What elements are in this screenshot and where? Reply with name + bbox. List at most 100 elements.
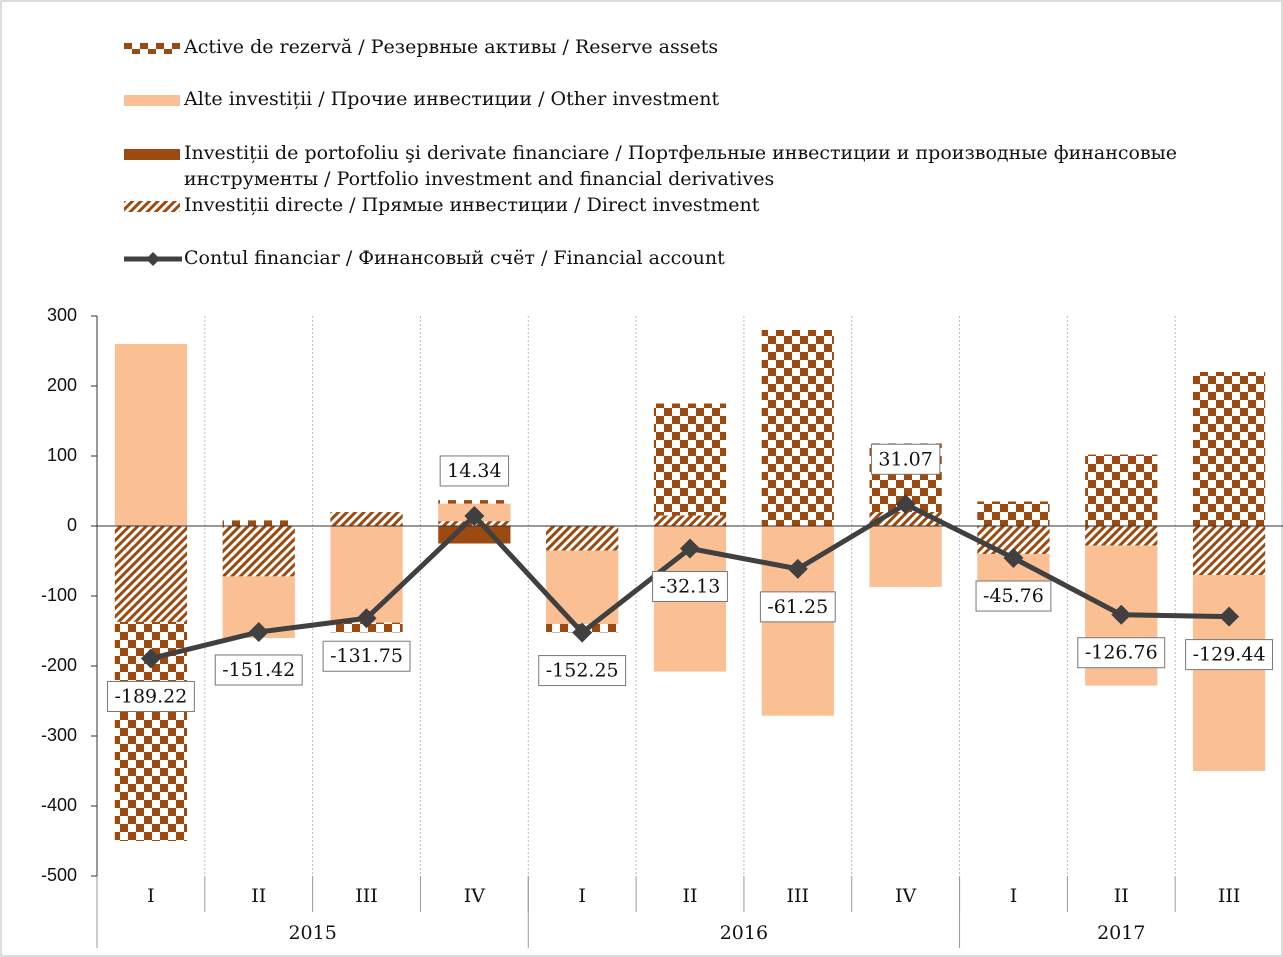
y-tick-label: -400 — [41, 795, 77, 815]
legend-patch — [124, 43, 180, 54]
legend-label: Investiții directe / Прямые инвестиции /… — [184, 194, 760, 216]
data-label-box — [652, 570, 728, 602]
group-label: 2017 — [1097, 922, 1145, 944]
bar-segment — [1192, 575, 1266, 771]
data-label-box — [759, 591, 836, 623]
data-label-box — [538, 655, 627, 687]
legend-item: Investiții directe / Прямые инвестиции /… — [124, 192, 759, 218]
group-label: 2016 — [720, 922, 768, 944]
data-label-group: -129.44 — [1185, 639, 1274, 671]
data-label-group: -151.42 — [214, 654, 303, 686]
data-label-group: -189.22 — [106, 680, 195, 712]
data-label-group: -131.75 — [322, 640, 411, 672]
point — [572, 622, 593, 643]
x-tick-label: IV — [464, 885, 486, 907]
bar-segment — [546, 526, 619, 551]
point — [140, 648, 161, 669]
x-tick-label: IV — [895, 885, 917, 907]
legend-patch — [124, 149, 180, 160]
y-tick-label: 0 — [67, 515, 77, 535]
data-label-box — [214, 654, 303, 686]
data-label-group: -32.13 — [652, 570, 728, 602]
bar-segment — [114, 344, 188, 526]
bar-segment — [761, 330, 834, 526]
data-label-group: -61.25 — [759, 591, 836, 623]
legend-patch — [124, 95, 180, 106]
x-tick-label: II — [682, 885, 697, 907]
legend-label: Contul financiar / Финансовый счёт / Fin… — [184, 247, 725, 269]
legend-patch — [124, 201, 180, 212]
bar-segment — [330, 526, 403, 623]
y-tick-label: -500 — [41, 865, 77, 885]
x-tick-label: I — [578, 885, 586, 907]
data-label: -45.76 — [983, 585, 1044, 607]
y-tick-label: 200 — [47, 375, 77, 395]
bar-segment — [438, 500, 511, 504]
x-tick-label: II — [1114, 885, 1129, 907]
y-tick-label: -100 — [41, 585, 77, 605]
point — [787, 558, 808, 579]
bar-segment — [1192, 526, 1266, 575]
data-label-box — [975, 580, 1052, 612]
x-tick-label: III — [1218, 885, 1241, 907]
legend-item: Active de rezervă / Резервные активы / R… — [124, 34, 718, 60]
bar-segment — [869, 526, 942, 587]
legend-item: Investiții de portofoliu şi derivate fin… — [124, 140, 1254, 192]
bar-segment — [1192, 372, 1266, 526]
bar-segment — [653, 515, 727, 526]
data-label-group: -126.76 — [1077, 637, 1166, 669]
data-label-box — [870, 443, 941, 475]
data-label-box — [322, 640, 411, 672]
bar-segment — [653, 403, 727, 516]
legend-swatch — [124, 43, 180, 54]
legend-swatch — [124, 252, 182, 266]
legend-label: Alte investiții / Прочие инвестиции / Ot… — [184, 88, 720, 110]
data-label: -129.44 — [1193, 644, 1266, 666]
data-label-box — [1185, 639, 1274, 671]
bar-segment — [114, 526, 188, 622]
data-label-box — [1077, 637, 1166, 669]
data-label-box — [439, 455, 510, 487]
data-label-box — [106, 680, 195, 712]
data-label: -32.13 — [660, 575, 721, 597]
point — [1219, 606, 1240, 627]
legend-swatch — [124, 149, 180, 160]
point — [464, 505, 485, 526]
legend-item: Contul financiar / Финансовый счёт / Fin… — [124, 245, 725, 271]
point — [1003, 548, 1024, 569]
bar-segment — [330, 512, 403, 526]
data-label: 31.07 — [878, 448, 932, 470]
data-label-group: 14.34 — [439, 455, 510, 487]
x-tick-label: I — [1010, 885, 1018, 907]
y-tick-label: 300 — [47, 305, 77, 325]
point — [356, 608, 377, 629]
data-label: -131.75 — [330, 645, 403, 667]
point — [1111, 604, 1132, 625]
data-label: -151.42 — [222, 659, 295, 681]
group-label: 2015 — [288, 922, 336, 944]
bar-segment — [222, 520, 295, 526]
bar-segment — [1085, 454, 1158, 526]
bar-segment — [1085, 526, 1158, 546]
legend-label: Active de rezervă / Резервные активы / R… — [184, 36, 719, 58]
legend-swatch — [124, 95, 180, 106]
legend-label: Investiții de portofoliu şi derivate fin… — [184, 142, 1178, 190]
bar-segment — [222, 526, 295, 577]
data-label-group: 31.07 — [870, 443, 941, 475]
legend-swatch — [124, 201, 180, 212]
x-tick-label: III — [787, 885, 810, 907]
legend-marker — [146, 252, 160, 266]
y-tick-label: -200 — [41, 655, 77, 675]
data-label: -126.76 — [1085, 642, 1158, 664]
point — [895, 494, 916, 515]
data-label: -61.25 — [767, 596, 828, 618]
data-label: 14.34 — [447, 460, 501, 482]
legend-item: Alte investiții / Прочие инвестиции / Ot… — [124, 86, 719, 112]
x-tick-label: I — [147, 885, 155, 907]
point — [680, 538, 700, 559]
point — [248, 621, 269, 642]
data-label-group: -45.76 — [975, 580, 1052, 612]
